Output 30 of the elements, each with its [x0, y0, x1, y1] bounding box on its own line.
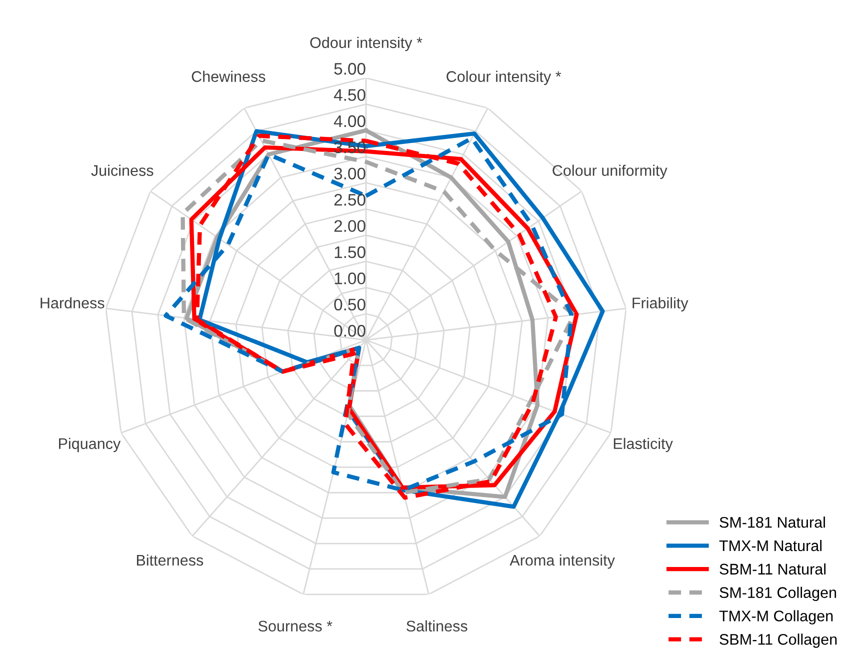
spoke-label: Bitterness — [136, 554, 204, 566]
legend-label: TMX-M Collagen — [719, 610, 833, 624]
spoke-label: Hardness — [40, 297, 104, 308]
y-tick-label: 5.00 — [334, 62, 366, 75]
legend-label: SM-181 Natural — [720, 516, 825, 528]
y-tick-label: 2.50 — [334, 194, 366, 206]
spoke-label: Colour intensity * — [446, 70, 562, 85]
spoke-label: Friability — [632, 297, 688, 312]
spoke-label: Saltiness — [406, 620, 468, 632]
y-tick-label: 2.00 — [334, 220, 366, 232]
spoke-label: Colour uniformity — [552, 164, 668, 179]
spoke-label: Elasticity — [614, 438, 673, 452]
spoke-label: Sourness * — [258, 620, 332, 632]
y-tick-label: 0.50 — [334, 298, 366, 311]
y-tick-label: 4.00 — [334, 115, 366, 128]
y-tick-label: 0.00 — [334, 324, 366, 337]
legend-label: SM-181 Collagen — [720, 586, 836, 602]
legend-label: SBM-11 Collagen — [720, 634, 837, 648]
y-tick-label: 1.00 — [334, 272, 366, 284]
y-tick-label: 3.50 — [334, 142, 366, 154]
legend-label: TMX-M Natural — [719, 540, 822, 552]
spoke-label: Odour intensity * — [310, 36, 422, 52]
spoke-label: Juiciness — [91, 164, 154, 176]
spoke-label: Chewiness — [192, 70, 266, 82]
y-tick-label: 1.50 — [334, 246, 366, 258]
spoke-label: Piquancy — [59, 438, 121, 452]
spoke-label: Aroma intensity — [510, 554, 615, 569]
legend-label: SBM-11 Natural — [720, 563, 826, 575]
y-tick-label: 4.50 — [334, 89, 366, 101]
y-tick-label: 3.00 — [334, 168, 366, 180]
